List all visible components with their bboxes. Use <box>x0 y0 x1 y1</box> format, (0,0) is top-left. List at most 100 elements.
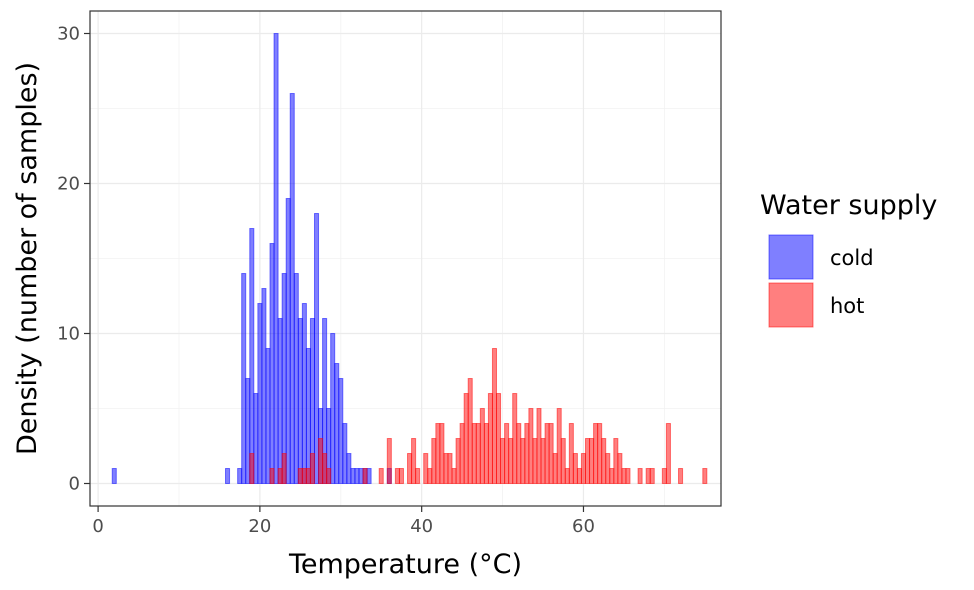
bar-hot <box>322 453 328 484</box>
legend-swatch-hot <box>768 282 814 328</box>
bar-hot <box>560 438 566 484</box>
legend-label-hot: hot <box>830 294 864 318</box>
bar-hot <box>407 453 413 484</box>
bar-hot <box>597 423 603 484</box>
bar-cold <box>241 273 247 484</box>
bar-cold <box>293 273 299 484</box>
x-tick-label: 40 <box>410 516 433 537</box>
bar-hot <box>277 468 283 484</box>
bar-hot <box>394 468 400 484</box>
bar-cold <box>245 378 251 484</box>
bar-hot <box>504 423 510 484</box>
bar-cold <box>269 243 275 484</box>
axis-ticks: 0 20 40 60 0 10 20 30 <box>57 24 595 538</box>
bar-hot <box>431 438 437 484</box>
plot-panel-border <box>89 10 722 507</box>
bar-cold <box>346 453 352 484</box>
bar-hot <box>508 438 514 484</box>
bar-hot <box>536 408 542 484</box>
bar-hot <box>301 468 307 484</box>
bar-hot <box>528 408 534 484</box>
bar-hot <box>625 468 631 484</box>
legend-title: Water supply <box>760 190 937 221</box>
bar-hot <box>589 438 595 484</box>
y-tick-label: 30 <box>57 24 80 45</box>
series-hot <box>249 348 708 484</box>
bar-hot <box>318 438 324 484</box>
bar-hot <box>455 438 461 484</box>
bar-hot <box>584 438 591 484</box>
bar-cold <box>111 468 117 484</box>
bar-hot <box>471 423 477 484</box>
bar-hot <box>496 393 502 484</box>
bar-hot <box>512 393 518 484</box>
bar-hot <box>483 423 489 484</box>
bar-hot <box>532 438 538 484</box>
bar-cold <box>249 228 255 484</box>
bar-hot <box>544 423 550 484</box>
bar-hot <box>613 438 619 484</box>
bar-cold <box>281 273 287 484</box>
bar-hot <box>540 438 546 484</box>
bar-cold <box>273 33 279 484</box>
bar-hot <box>467 378 473 484</box>
bar-cold <box>313 213 320 484</box>
bar-hot <box>249 453 255 484</box>
bar-hot <box>415 468 421 484</box>
bar-hot <box>475 423 481 484</box>
bar-cold <box>225 468 231 484</box>
x-tick-label: 20 <box>248 516 271 537</box>
bar-hot <box>451 468 457 484</box>
bar-hot <box>427 468 433 484</box>
bar-cold <box>265 348 271 484</box>
bar-hot <box>593 423 599 484</box>
bar-hot <box>423 453 429 484</box>
bar-cold <box>301 303 307 484</box>
y-tick-label: 20 <box>57 174 80 195</box>
y-tick-label: 10 <box>57 324 80 345</box>
bar-cold <box>334 363 340 484</box>
legend: Water supply cold hot <box>760 190 937 328</box>
bar-hot <box>678 468 684 484</box>
bar-hot <box>447 453 453 484</box>
bar-cold <box>338 378 344 484</box>
x-tick-label: 0 <box>92 516 103 537</box>
legend-swatch-cold <box>768 234 814 280</box>
bar-cold <box>261 288 267 484</box>
x-axis-title: Temperature (°C) <box>288 549 522 580</box>
bar-hot <box>702 468 708 484</box>
bar-hot <box>281 453 287 484</box>
bar-cold <box>366 468 372 484</box>
bar-cold <box>277 318 283 484</box>
bar-hot <box>605 453 611 484</box>
bar-hot <box>665 423 671 484</box>
bar-cold <box>330 333 336 484</box>
bar-cold <box>354 468 360 484</box>
bar-hot <box>516 423 522 484</box>
bar-hot <box>443 453 449 484</box>
bar-hot <box>556 408 562 484</box>
bar-cold <box>297 318 303 484</box>
bar-cold <box>350 468 356 484</box>
bar-hot <box>435 423 441 484</box>
y-axis-title: Density (number of samples) <box>12 62 43 455</box>
bar-hot <box>326 468 332 484</box>
bar-hot <box>362 468 368 484</box>
bar-hot <box>398 468 404 484</box>
bar-hot <box>552 453 558 484</box>
grid-minor <box>90 11 721 506</box>
bar-hot <box>487 393 493 484</box>
bar-hot <box>378 468 384 484</box>
bar-hot <box>645 468 651 484</box>
bar-hot <box>572 453 578 484</box>
bar-hot <box>580 453 586 484</box>
bar-hot <box>459 423 465 484</box>
bar-hot <box>309 453 315 484</box>
bar-hot <box>637 468 643 484</box>
bar-hot <box>617 453 623 484</box>
bar-hot <box>269 468 275 484</box>
bar-hot <box>411 438 417 484</box>
legend-label-cold: cold <box>830 246 874 270</box>
bar-hot <box>520 438 526 484</box>
